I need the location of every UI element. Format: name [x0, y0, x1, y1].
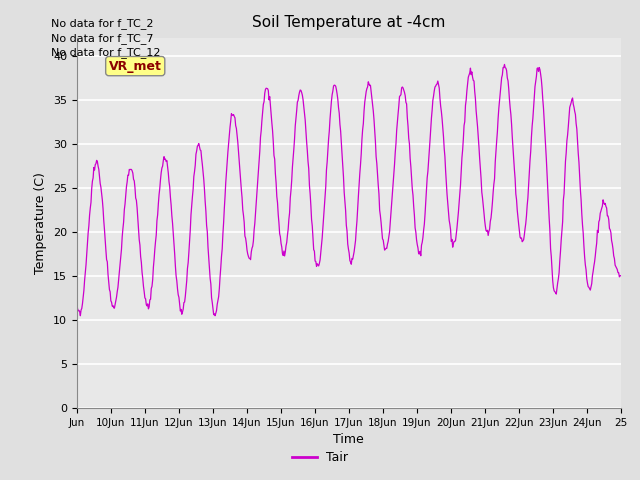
Text: VR_met: VR_met [109, 60, 162, 72]
Legend: Tair: Tair [287, 446, 353, 469]
Text: No data for f_TC_7: No data for f_TC_7 [51, 33, 154, 44]
Text: No data for f_TC_2: No data for f_TC_2 [51, 18, 154, 29]
Title: Soil Temperature at -4cm: Soil Temperature at -4cm [252, 15, 445, 30]
Text: No data for f_TC_12: No data for f_TC_12 [51, 47, 161, 58]
Y-axis label: Temperature (C): Temperature (C) [35, 172, 47, 274]
X-axis label: Time: Time [333, 433, 364, 446]
